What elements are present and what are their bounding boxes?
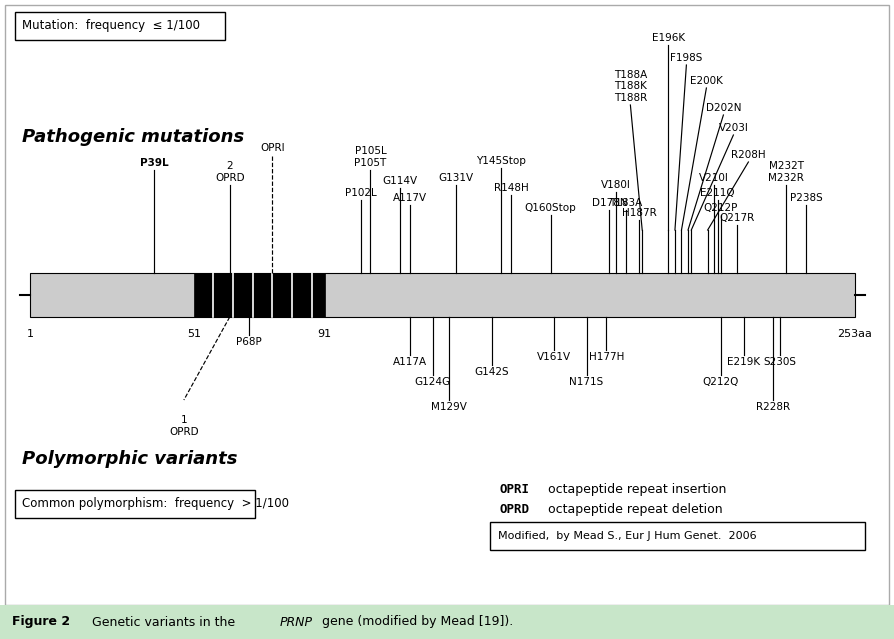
- Text: H187R: H187R: [621, 208, 656, 218]
- Text: G114V: G114V: [383, 176, 417, 186]
- Bar: [30, 273, 855, 317]
- Bar: [15, 490, 255, 518]
- Text: E211Q: E211Q: [700, 188, 735, 198]
- Bar: [490, 522, 865, 550]
- Text: Polymorphic variants: Polymorphic variants: [22, 450, 238, 468]
- Text: Q212Q: Q212Q: [703, 377, 739, 387]
- Text: octapeptide repeat deletion: octapeptide repeat deletion: [548, 503, 722, 516]
- Text: M129V: M129V: [431, 402, 467, 412]
- Text: Mutation:  frequency  ≤ 1/100: Mutation: frequency ≤ 1/100: [22, 20, 200, 33]
- Text: S230S: S230S: [763, 357, 797, 367]
- Bar: [0, 605, 894, 639]
- Text: 2
OPRD: 2 OPRD: [215, 162, 245, 183]
- Text: V161V: V161V: [536, 352, 571, 362]
- Text: Q160Stop: Q160Stop: [525, 203, 577, 213]
- Text: 91: 91: [317, 329, 332, 339]
- Text: OPRD: OPRD: [500, 503, 530, 516]
- Text: R208H: R208H: [731, 150, 765, 160]
- Text: V203I: V203I: [719, 123, 748, 133]
- Text: N171S: N171S: [569, 377, 603, 387]
- Text: OPRI: OPRI: [260, 143, 284, 153]
- Text: OPRI: OPRI: [500, 483, 530, 496]
- Text: E200K: E200K: [690, 76, 723, 86]
- Text: P238S: P238S: [789, 193, 822, 203]
- Text: 51: 51: [187, 329, 200, 339]
- Text: V180I: V180I: [601, 180, 631, 190]
- Text: P39L: P39L: [140, 158, 169, 168]
- Text: 1: 1: [27, 329, 33, 339]
- Bar: [194, 273, 325, 317]
- Text: Pathogenic mutations: Pathogenic mutations: [22, 128, 244, 146]
- Text: Modified,  by Mead S., Eur J Hum Genet.  2006: Modified, by Mead S., Eur J Hum Genet. 2…: [498, 531, 756, 541]
- Bar: [15, 12, 225, 40]
- Text: Figure 2: Figure 2: [12, 615, 70, 629]
- Text: octapeptide repeat insertion: octapeptide repeat insertion: [548, 483, 726, 496]
- Text: T183A: T183A: [609, 198, 643, 208]
- Text: V210I: V210I: [699, 173, 730, 183]
- Text: Genetic variants in the: Genetic variants in the: [80, 615, 239, 629]
- Text: D178N: D178N: [592, 198, 628, 208]
- Text: G124G: G124G: [415, 377, 451, 387]
- Text: T188A
T188K
T188R: T188A T188K T188R: [614, 70, 647, 103]
- Text: E219K: E219K: [727, 357, 760, 367]
- Text: R228R: R228R: [756, 402, 790, 412]
- Text: gene (modified by Mead [19]).: gene (modified by Mead [19]).: [318, 615, 513, 629]
- Text: PRNP: PRNP: [280, 615, 313, 629]
- Text: G131V: G131V: [438, 173, 473, 183]
- Text: 253aa: 253aa: [838, 329, 873, 339]
- Text: F198S: F198S: [670, 53, 703, 63]
- Text: G142S: G142S: [475, 367, 509, 377]
- Text: 1
OPRD: 1 OPRD: [169, 415, 198, 436]
- Text: Q212P: Q212P: [704, 203, 738, 213]
- Text: E196K: E196K: [652, 33, 685, 43]
- Text: P102L: P102L: [345, 188, 376, 198]
- Text: D202N: D202N: [705, 103, 741, 113]
- Text: M232T
M232R: M232T M232R: [768, 162, 805, 183]
- Text: P68P: P68P: [237, 337, 262, 347]
- Text: A117A: A117A: [392, 357, 426, 367]
- Text: A117V: A117V: [392, 193, 426, 203]
- Text: Common polymorphism:  frequency  > 1/100: Common polymorphism: frequency > 1/100: [22, 498, 289, 511]
- Text: Y145Stop: Y145Stop: [477, 156, 527, 166]
- Text: P105L
P105T: P105L P105T: [354, 146, 386, 168]
- Text: Q217R: Q217R: [720, 213, 755, 223]
- Text: R148H: R148H: [493, 183, 528, 193]
- Text: H177H: H177H: [588, 352, 624, 362]
